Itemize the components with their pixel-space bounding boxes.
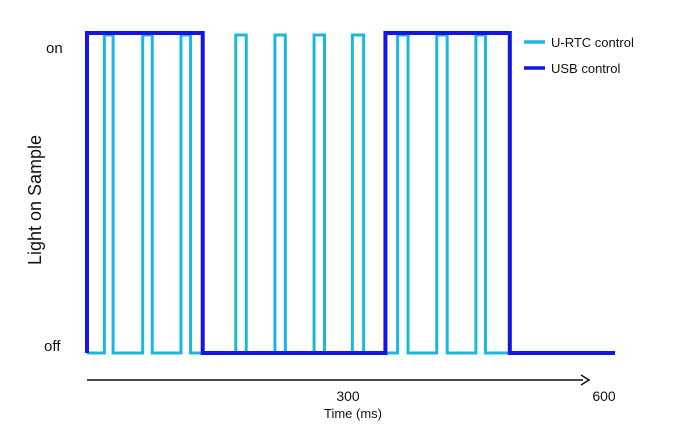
legend-label-usb: USB control (551, 61, 620, 76)
x-tick-label-300: 300 (336, 388, 360, 404)
y-tick-label-off: off (44, 338, 61, 355)
series-line-usb (85, 31, 616, 355)
y-tick-label-on: on (46, 40, 63, 57)
y-axis-label: Light on Sample (25, 135, 45, 265)
x-axis-arrowhead (580, 374, 591, 386)
legend: U-RTC control USB control (524, 35, 634, 76)
x-axis-label: Time (ms) (324, 406, 382, 421)
series-line-u-rtc (87, 33, 510, 355)
legend-label-u-rtc: U-RTC control (551, 35, 634, 50)
x-tick-label-600: 600 (592, 388, 616, 404)
